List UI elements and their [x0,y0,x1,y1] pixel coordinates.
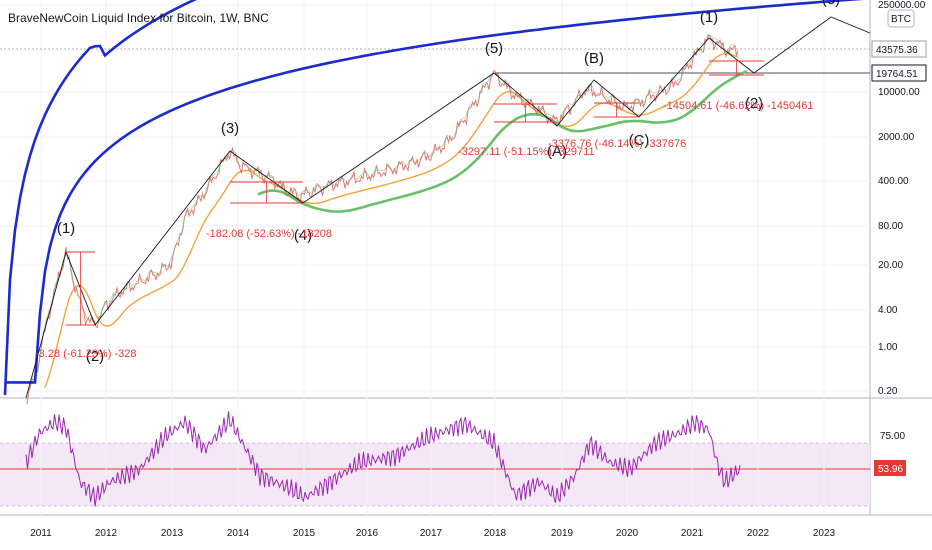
currency-badge-box[interactable] [887,9,915,28]
rsi-value-tag: 53.96 [878,464,903,475]
x-tick: 2011 [30,528,52,539]
price-tick: 400.00 [878,176,909,187]
wave-label: (5) [822,0,840,8]
price-tick: 20.00 [878,260,903,271]
chart-title: BraveNewCoin Liquid Index for Bitcoin, 1… [8,11,269,25]
wave-label: (1) [700,9,718,26]
price-line-up [28,33,736,391]
price-tick: 1.00 [878,342,898,353]
drawdown-markers [66,60,764,326]
x-tick: 2015 [293,528,316,539]
wave-label: (A) [547,143,567,160]
x-tick: 2020 [616,528,639,539]
price-tick: 10000.00 [878,87,920,98]
wave-label: (1) [57,220,75,237]
drawdown-annotation: -14504.61 (-46.62%) -1450461 [663,100,813,112]
drawdown-annotation: -3376.76 (-46.14%) -337676 [548,138,686,150]
price-tick: 80.00 [878,221,903,232]
wave-label: (2) [86,348,104,365]
rsi-tick: 75.00 [880,431,905,442]
x-tick: 2013 [161,528,184,539]
price-tick: 0.20 [878,386,898,397]
wave-label: (B) [584,50,604,67]
rsi-series [25,411,741,507]
x-tick: 2012 [95,528,118,539]
current-price-tag: 43575.36 [876,45,918,56]
price-pane [0,0,870,398]
drawdown-annotation: -3.28 (-61.23%) -328 [35,348,137,360]
rsi-line [25,411,741,507]
price-tick: 4.00 [878,305,898,316]
drawdown-annotation: -3297.11 (-51.15%) -329711 [458,146,595,158]
wave-label: (2) [745,95,763,112]
price-tick: 250000.00 [878,0,926,11]
slow-moving-average [257,69,748,213]
price-series [26,33,739,405]
price-tick: 2000.00 [878,132,915,143]
x-tick: 2021 [681,528,704,539]
drawdown-annotation: -182.08 (-52.63%) -18208 [206,228,332,240]
x-tick: 2018 [484,528,507,539]
rsi-value-tag-box [874,460,906,476]
x-tick: 2023 [813,528,836,539]
x-tick: 2017 [420,528,443,539]
x-tick: 2016 [356,528,379,539]
lower-channel-line [5,0,864,384]
current-price-tag-box [871,40,927,58]
price-line [26,34,739,405]
upper-channel-line [3,0,198,396]
wave-label: (3) [221,120,239,137]
marked-price-tag: 19764.51 [876,69,918,80]
x-tick: 2019 [551,528,574,539]
wave-label: (4) [294,227,312,244]
x-tick: 2022 [747,528,770,539]
growth-channel [3,0,864,396]
wave-label: (C) [629,132,650,149]
wave-label: (5) [485,40,503,57]
x-tick: 2014 [227,528,250,539]
currency-badge: BTC [891,14,911,25]
grid [0,0,870,515]
marked-price-tag-box [871,64,927,82]
rsi-band [0,443,870,506]
